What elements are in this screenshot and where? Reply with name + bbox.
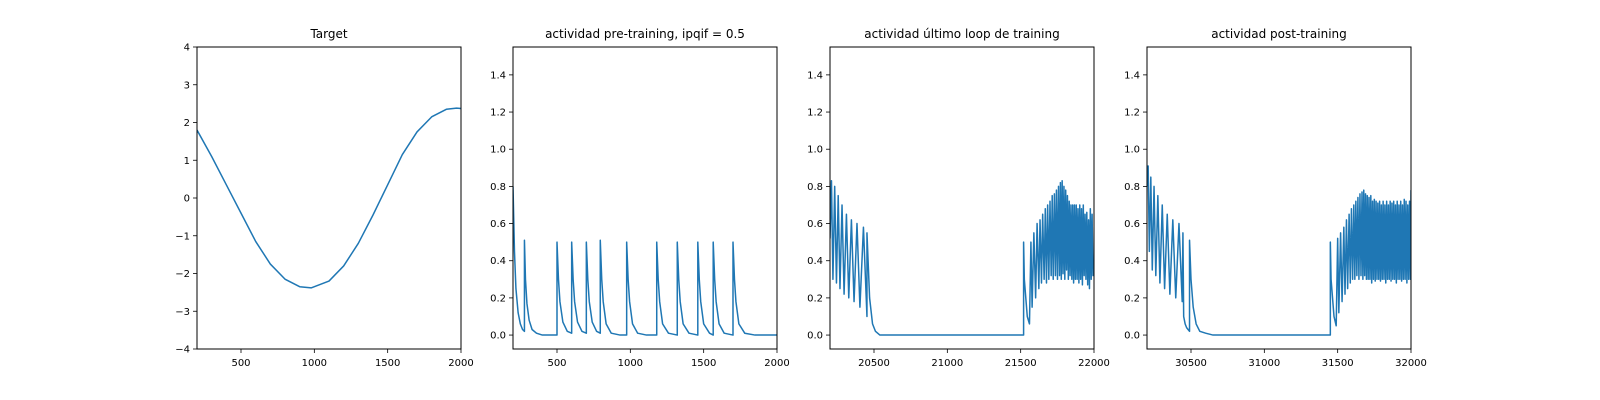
y-tick-label: 0.0 xyxy=(1124,331,1140,342)
y-tick-label: −3 xyxy=(175,307,190,318)
panel-title-3: actividad último loop de training xyxy=(864,27,1059,41)
y-tick-label: 0.2 xyxy=(807,293,823,304)
x-tick-label: 22000 xyxy=(1078,358,1110,369)
y-tick-label: 2 xyxy=(184,118,190,129)
x-tick-label: 32000 xyxy=(1395,358,1427,369)
x-tick-label: 1500 xyxy=(375,358,400,369)
x-tick-label: 31500 xyxy=(1322,358,1354,369)
y-tick-label: 0.2 xyxy=(490,293,506,304)
panel-title-1: Target xyxy=(309,27,347,41)
y-tick-label: 1.0 xyxy=(1124,145,1140,156)
axes-frame-3 xyxy=(829,46,1095,350)
x-tick-label: 21000 xyxy=(931,358,963,369)
y-tick-label: 0 xyxy=(184,194,190,205)
x-tick-label: 1000 xyxy=(618,358,643,369)
chart-panel-4: 30500 31000 31500 32000 0.0 0.2 0.4 0.6 0.8 1.0 1.… xyxy=(1124,27,1427,369)
chart-panel-3: 20500 21000 21500 22000 0.0 0.2 0.4 0.6 0.8 1.0 1.… xyxy=(807,27,1110,369)
y-tick-label: 0.6 xyxy=(807,219,823,230)
y-tick-label: 0.4 xyxy=(1124,256,1140,267)
y-tick-label: 4 xyxy=(184,43,190,54)
y-tick-label: 0.8 xyxy=(1124,182,1140,193)
y-tick-label: 1.0 xyxy=(490,145,506,156)
panel-title-4: actividad post-training xyxy=(1211,27,1347,41)
y-tick-label: −4 xyxy=(175,345,190,356)
chart-panel-2: 500 1000 1500 2000 0.0 0.2 0.4 0.6 0.8 1.0 1.2 1.4 a… xyxy=(490,27,790,369)
y-tick-label: 0.2 xyxy=(1124,293,1140,304)
y-tick-label: 1 xyxy=(184,156,190,167)
series-line-1-1 xyxy=(197,107,461,289)
series-line-3-1 xyxy=(830,180,1094,336)
chart-panel-1: 500 1000 1500 2000 −4 −3 −2 −1 0 1 2 3 4 Target xyxy=(175,27,473,369)
x-tick-label: 1000 xyxy=(302,358,327,369)
axes-frame-4 xyxy=(1146,46,1412,350)
panel-title-2: actividad pre-training, ipqif = 0.5 xyxy=(545,27,745,41)
y-tick-label: −1 xyxy=(175,231,190,242)
series-line-2-1 xyxy=(513,186,777,336)
x-tick-label: 30500 xyxy=(1175,358,1207,369)
y-tick-label: 1.4 xyxy=(1124,70,1140,81)
y-tick-label: 0.6 xyxy=(490,219,506,230)
y-tick-label: 0.4 xyxy=(807,256,823,267)
x-tick-label: 31000 xyxy=(1248,358,1280,369)
x-tick-label: 20500 xyxy=(858,358,890,369)
series-line-4-1 xyxy=(1147,165,1411,336)
axes-frame-1 xyxy=(196,46,462,350)
y-tick-label: 0.0 xyxy=(490,331,506,342)
y-tick-label: 1.2 xyxy=(807,108,823,119)
x-tick-label: 500 xyxy=(547,358,566,369)
y-tick-label: 1.4 xyxy=(807,70,823,81)
x-tick-label: 2000 xyxy=(764,358,789,369)
axes-frame-2 xyxy=(512,46,778,350)
y-tick-label: −2 xyxy=(175,269,190,280)
y-tick-label: 1.0 xyxy=(807,145,823,156)
x-tick-label: 500 xyxy=(231,358,250,369)
x-tick-label: 21500 xyxy=(1005,358,1037,369)
y-tick-label: 1.2 xyxy=(1124,108,1140,119)
x-tick-label: 2000 xyxy=(448,358,473,369)
y-tick-label: 0.6 xyxy=(1124,219,1140,230)
y-tick-label: 0.0 xyxy=(807,331,823,342)
y-tick-label: 3 xyxy=(184,80,190,91)
y-tick-label: 1.4 xyxy=(490,70,506,81)
y-tick-label: 0.8 xyxy=(490,182,506,193)
y-tick-label: 1.2 xyxy=(490,108,506,119)
x-tick-label: 1500 xyxy=(691,358,716,369)
y-tick-label: 0.8 xyxy=(807,182,823,193)
y-tick-label: 0.4 xyxy=(490,256,506,267)
